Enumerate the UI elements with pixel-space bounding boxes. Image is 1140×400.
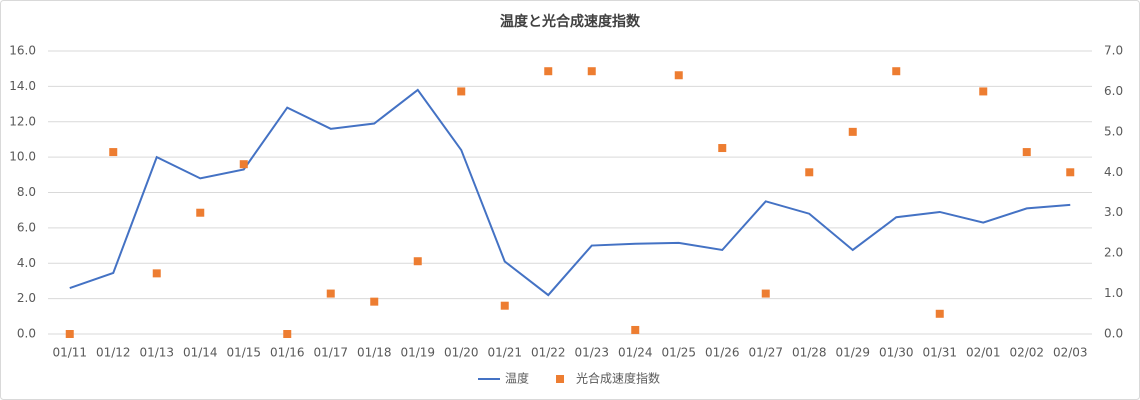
marker — [283, 330, 292, 338]
x-tick-label: 01/22 — [531, 346, 566, 360]
marker — [1022, 148, 1031, 157]
marker — [892, 67, 901, 76]
marker — [805, 168, 814, 177]
y2-tick-label: 6.0 — [1104, 84, 1123, 98]
y-tick-label: 4.0 — [17, 256, 36, 270]
legend-marker — [556, 375, 565, 383]
x-tick-label: 01/12 — [96, 346, 131, 360]
x-tick-label: 01/16 — [270, 346, 305, 360]
marker — [326, 289, 335, 298]
marker — [674, 71, 683, 80]
x-tick-label: 02/03 — [1053, 346, 1088, 360]
x-tick-label: 01/17 — [313, 346, 348, 360]
x-tick-label: 01/23 — [574, 346, 609, 360]
x-tick-label: 01/14 — [183, 346, 218, 360]
marker — [718, 144, 727, 153]
x-tick-label: 01/29 — [835, 346, 870, 360]
x-tick-label: 02/01 — [966, 346, 1001, 360]
y-tick-label: 16.0 — [9, 44, 36, 58]
marker — [413, 257, 422, 266]
marker — [631, 325, 640, 334]
x-tick-label: 01/24 — [618, 346, 653, 360]
x-tick-label: 01/20 — [444, 346, 479, 360]
marker — [196, 208, 205, 217]
x-tick-label: 01/30 — [879, 346, 914, 360]
marker — [370, 297, 379, 306]
x-tick-label: 01/15 — [226, 346, 261, 360]
marker — [1066, 168, 1075, 177]
marker — [544, 67, 553, 76]
x-tick-label: 01/11 — [52, 346, 87, 360]
x-tick-label: 01/13 — [139, 346, 174, 360]
x-tick-label: 01/28 — [792, 346, 827, 360]
y-tick-label: 14.0 — [9, 79, 36, 93]
legend-label: 光合成速度指数 — [576, 371, 660, 386]
chart-title: 温度と光合成速度指数 — [500, 13, 641, 30]
y-tick-label: 8.0 — [17, 185, 36, 199]
y-tick-label: 12.0 — [9, 114, 36, 128]
marker — [979, 87, 988, 96]
marker — [761, 289, 770, 298]
marker — [848, 127, 857, 136]
x-tick-label: 02/02 — [1009, 346, 1044, 360]
line-series — [69, 88, 1071, 297]
y-tick-label: 10.0 — [9, 150, 36, 164]
marker — [457, 87, 466, 96]
x-tick-label: 01/31 — [922, 346, 957, 360]
marker — [239, 160, 248, 169]
y2-tick-label: 7.0 — [1104, 44, 1123, 58]
x-tick-label: 01/19 — [400, 346, 435, 360]
y2-tick-label: 3.0 — [1104, 205, 1123, 219]
y2-tick-label: 4.0 — [1104, 165, 1123, 179]
y-tick-label: 0.0 — [17, 327, 36, 341]
x-tick-label: 01/26 — [705, 346, 740, 360]
marker — [109, 148, 118, 157]
x-tick-label: 01/21 — [487, 346, 522, 360]
x-tick-label: 01/25 — [661, 346, 696, 360]
x-tick-label: 01/18 — [357, 346, 392, 360]
marker — [152, 269, 161, 278]
y2-tick-label: 1.0 — [1104, 286, 1123, 300]
y2-tick-label: 5.0 — [1104, 124, 1123, 138]
y-tick-label: 6.0 — [17, 220, 36, 234]
x-tick-label: 01/27 — [748, 346, 783, 360]
marker — [935, 309, 944, 318]
marker — [500, 301, 509, 310]
y2-tick-label: 2.0 — [1104, 246, 1123, 260]
y2-tick-label: 0.0 — [1104, 327, 1123, 341]
legend-label: 温度 — [505, 371, 529, 386]
marker — [65, 330, 74, 338]
y-tick-label: 2.0 — [17, 291, 36, 305]
marker — [587, 67, 596, 76]
